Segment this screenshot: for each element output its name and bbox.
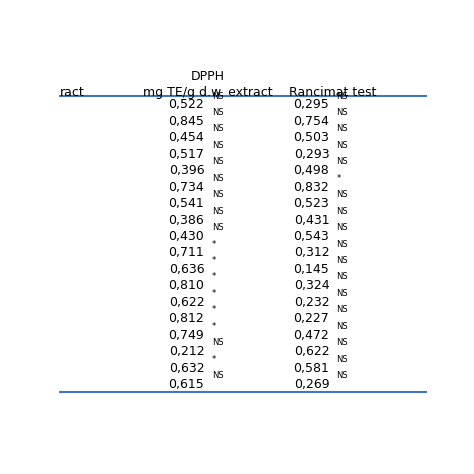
Text: 0,615: 0,615 [169, 378, 204, 391]
Text: 0,227: 0,227 [293, 312, 329, 325]
Text: *: * [337, 174, 341, 183]
Text: NS: NS [337, 256, 348, 265]
Text: 0,845: 0,845 [168, 115, 204, 128]
Text: 0,293: 0,293 [293, 148, 329, 161]
Text: Rancimat test: Rancimat test [289, 86, 377, 99]
Text: NS: NS [212, 125, 223, 134]
Text: 0,503: 0,503 [293, 131, 329, 145]
Text: 0,430: 0,430 [169, 230, 204, 243]
Text: *: * [212, 239, 216, 248]
Text: NS: NS [212, 371, 223, 380]
Text: 0,431: 0,431 [293, 214, 329, 227]
Text: NS: NS [212, 338, 223, 347]
Text: DPPH: DPPH [191, 70, 225, 82]
Text: NS: NS [337, 322, 348, 331]
Text: 0,522: 0,522 [169, 99, 204, 111]
Text: *: * [212, 305, 216, 314]
Text: *: * [212, 256, 216, 265]
Text: NS: NS [337, 207, 348, 216]
Text: NS: NS [212, 207, 223, 216]
Text: 0,636: 0,636 [169, 263, 204, 276]
Text: NS: NS [337, 125, 348, 134]
Text: NS: NS [212, 141, 223, 150]
Text: 0,295: 0,295 [293, 99, 329, 111]
Text: 0,517: 0,517 [168, 148, 204, 161]
Text: NS: NS [337, 108, 348, 117]
Text: NS: NS [212, 174, 223, 183]
Text: NS: NS [337, 338, 348, 347]
Text: 0,749: 0,749 [169, 328, 204, 342]
Text: 0,812: 0,812 [169, 312, 204, 325]
Text: 0,396: 0,396 [169, 164, 204, 177]
Text: 0,145: 0,145 [293, 263, 329, 276]
Text: 0,324: 0,324 [293, 279, 329, 292]
Text: 0,734: 0,734 [169, 181, 204, 194]
Text: 0,622: 0,622 [293, 345, 329, 358]
Text: 0,472: 0,472 [293, 328, 329, 342]
Text: 0,269: 0,269 [293, 378, 329, 391]
Text: 0,541: 0,541 [169, 197, 204, 210]
Text: *: * [212, 289, 216, 298]
Text: ract: ract [60, 86, 85, 99]
Text: NS: NS [337, 355, 348, 364]
Text: 0,632: 0,632 [169, 362, 204, 374]
Text: 0,832: 0,832 [293, 181, 329, 194]
Text: NS: NS [337, 223, 348, 232]
Text: 0,312: 0,312 [293, 246, 329, 259]
Text: NS: NS [212, 108, 223, 117]
Text: NS: NS [337, 371, 348, 380]
Text: NS: NS [337, 141, 348, 150]
Text: 0,581: 0,581 [293, 362, 329, 374]
Text: *: * [212, 355, 216, 364]
Text: 0,454: 0,454 [169, 131, 204, 145]
Text: NS: NS [337, 305, 348, 314]
Text: *: * [212, 322, 216, 331]
Text: *: * [212, 273, 216, 282]
Text: NS: NS [337, 273, 348, 282]
Text: mg TE/g d.w. extract: mg TE/g d.w. extract [143, 86, 273, 99]
Text: NS: NS [212, 91, 223, 100]
Text: NS: NS [337, 289, 348, 298]
Text: NS: NS [337, 239, 348, 248]
Text: NS: NS [212, 157, 223, 166]
Text: 0,543: 0,543 [293, 230, 329, 243]
Text: NS: NS [337, 157, 348, 166]
Text: 0,232: 0,232 [293, 296, 329, 309]
Text: NS: NS [212, 223, 223, 232]
Text: 0,711: 0,711 [169, 246, 204, 259]
Text: 0,622: 0,622 [169, 296, 204, 309]
Text: 0,523: 0,523 [293, 197, 329, 210]
Text: 0,754: 0,754 [293, 115, 329, 128]
Text: NS: NS [337, 91, 348, 100]
Text: NS: NS [212, 190, 223, 199]
Text: 0,212: 0,212 [169, 345, 204, 358]
Text: 0,810: 0,810 [168, 279, 204, 292]
Text: NS: NS [337, 190, 348, 199]
Text: 0,498: 0,498 [293, 164, 329, 177]
Text: 0,386: 0,386 [169, 214, 204, 227]
